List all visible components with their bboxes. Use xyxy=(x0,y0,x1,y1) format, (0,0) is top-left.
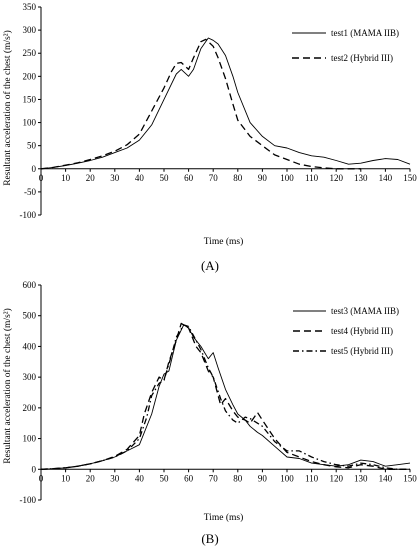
x-tick-label: 10 xyxy=(61,473,71,483)
series-line-2 xyxy=(40,322,410,470)
x-tick-label: 80 xyxy=(233,173,243,183)
x-tick-label: 20 xyxy=(86,173,96,183)
x-tick-label: 50 xyxy=(160,473,170,483)
y-tick-label: 300 xyxy=(23,25,37,35)
legend-label: test3 (MAMA IIB) xyxy=(331,306,399,316)
x-axis-label: Time (ms) xyxy=(204,512,244,523)
x-tick-label: 120 xyxy=(329,473,343,483)
panel-label-a: (A) xyxy=(201,258,219,273)
y-tick-label: 100 xyxy=(23,118,37,128)
y-tick-label: 500 xyxy=(23,311,37,321)
x-tick-label: 0 xyxy=(39,473,44,483)
x-tick-label: 70 xyxy=(209,173,219,183)
panel-label-b: (B) xyxy=(201,531,218,546)
series-line-1 xyxy=(40,37,411,170)
x-tick-label: 110 xyxy=(305,173,319,183)
y-tick-label: 50 xyxy=(27,141,37,151)
legend-label: test1 (MAMA IIB) xyxy=(331,28,399,38)
y-tick-label: 0 xyxy=(32,164,37,174)
x-tick-label: 60 xyxy=(184,473,194,483)
x-tick-label: 90 xyxy=(258,173,268,183)
y-tick-label: 400 xyxy=(23,341,37,351)
legend-label: test5 (Hybrid III) xyxy=(331,346,393,356)
x-tick-label: 110 xyxy=(305,473,319,483)
series-line-3 xyxy=(40,324,410,470)
y-tick-label: 250 xyxy=(23,48,37,58)
y-tick-label: 300 xyxy=(23,372,37,382)
x-tick-label: 150 xyxy=(403,173,417,183)
y-tick-label: 200 xyxy=(23,71,37,81)
x-tick-label: 90 xyxy=(258,473,268,483)
legend-label: test2 (Hybrid III) xyxy=(331,53,393,63)
y-tick-label: 150 xyxy=(23,94,37,104)
series-line-2 xyxy=(40,38,361,170)
y-tick-label: 100 xyxy=(23,434,37,444)
x-axis-label: Time (ms) xyxy=(204,236,244,247)
x-tick-label: 150 xyxy=(403,473,417,483)
x-tick-label: 100 xyxy=(280,473,294,483)
x-tick-label: 130 xyxy=(354,173,368,183)
x-tick-label: 30 xyxy=(110,173,120,183)
y-tick-label: 0 xyxy=(32,464,37,474)
x-tick-label: 80 xyxy=(233,473,243,483)
x-tick-label: 140 xyxy=(379,173,393,183)
x-tick-label: 0 xyxy=(39,173,44,183)
x-tick-label: 50 xyxy=(160,173,170,183)
x-tick-label: 30 xyxy=(110,473,120,483)
x-tick-label: 10 xyxy=(61,173,71,183)
y-tick-label: -100 xyxy=(20,495,37,505)
x-tick-label: 120 xyxy=(329,173,343,183)
x-tick-label: 140 xyxy=(379,473,393,483)
x-tick-label: 40 xyxy=(135,173,145,183)
y-tick-label: 200 xyxy=(23,403,37,413)
x-tick-label: 70 xyxy=(209,473,219,483)
chart-panel-b: -100 0 100 200 300 400 500 600 0 10 20 30 40 50 60 70 80… xyxy=(2,280,417,546)
y-tick-label: -100 xyxy=(20,210,37,220)
x-tick-label: 40 xyxy=(135,473,145,483)
x-tick-label: 20 xyxy=(86,473,96,483)
y-tick-label: 350 xyxy=(23,2,37,12)
x-tick-label: 100 xyxy=(280,173,294,183)
y-tick-label: -50 xyxy=(24,187,36,197)
y-tick-label: 600 xyxy=(23,280,37,290)
y-axis-label: Resultant acceleration of the chest (m/s… xyxy=(2,30,13,186)
x-tick-label: 60 xyxy=(184,173,194,183)
x-tick-label: 130 xyxy=(354,473,368,483)
y-axis-label: Resultant acceleration of the chest (m/s… xyxy=(2,308,13,464)
legend-label: test4 (Hybrid III) xyxy=(331,326,393,336)
